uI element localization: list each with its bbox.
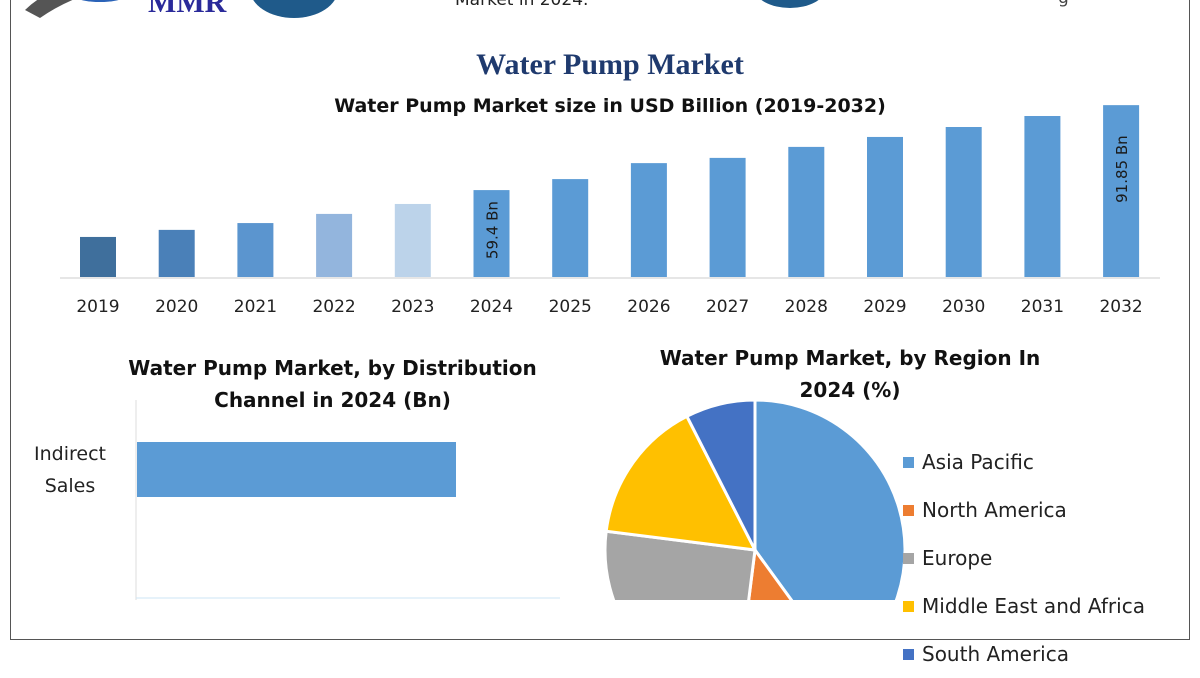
bar-2024 — [473, 190, 510, 277]
x-tick-label-2026: 2026 — [627, 297, 670, 317]
header-text: Market in 2024. — [455, 0, 589, 10]
bar-2028 — [788, 146, 825, 277]
x-tick-label-2023: 2023 — [391, 297, 434, 317]
x-tick-label-2028: 2028 — [785, 297, 828, 317]
x-tick-label-2027: 2027 — [706, 297, 749, 317]
x-tick-label-2032: 2032 — [1099, 297, 1142, 317]
x-tick-label-2022: 2022 — [312, 297, 355, 317]
bar-2021 — [237, 223, 274, 277]
charts-canvas: 2019 2020 2021 2022 2023 2024 59.4 Bn 2025 2026 2… — [60, 105, 1160, 600]
x-tick-label-2031: 2031 — [1021, 297, 1064, 317]
x-tick-label-2020: 2020 — [155, 297, 198, 317]
legend-item: Middle East and Africa — [903, 582, 1145, 630]
bar-2032 — [1103, 105, 1140, 277]
legend-label: Europe — [922, 546, 993, 570]
legend-label: Middle East and Africa — [922, 594, 1145, 618]
pie-slice-middle-east-and-africa — [604, 414, 758, 552]
legend-label: North America — [922, 498, 1067, 522]
x-tick-label-2025: 2025 — [549, 297, 592, 317]
bar-indirect-sales — [137, 442, 456, 497]
region-chart-title: Water Pump Market, by Region In 2024 (%) — [659, 346, 1041, 402]
logo-text: MMR — [148, 0, 227, 19]
x-tick-label-2019: 2019 — [76, 297, 119, 317]
legend-swatch — [903, 648, 914, 660]
region-legend: Asia Pacific North America Europe Middle Ea… — [903, 438, 1145, 678]
x-tick-label-2021: 2021 — [234, 297, 277, 317]
x-tick-label-2024: 2024 — [470, 297, 513, 317]
bar-2030 — [945, 127, 982, 277]
pie-slice-south-america — [684, 398, 757, 551]
legend-swatch — [903, 552, 914, 564]
bar-chart-title: Water Pump Market size in USD Billion (2… — [334, 95, 886, 117]
pie-slice-north-america — [747, 546, 794, 600]
main-title: Water Pump Market — [476, 48, 744, 81]
mmr-logo-swoosh-icon — [25, 0, 119, 18]
bar-2020 — [158, 229, 195, 277]
distribution-chart-title: Water Pump Market, by Distribution Chann… — [128, 356, 537, 412]
legend-item: Asia Pacific — [903, 438, 1145, 486]
bar-2019 — [80, 236, 116, 277]
legend-swatch — [903, 504, 914, 516]
legend-item: South America — [903, 630, 1145, 678]
legend-item: Europe — [903, 534, 1145, 582]
bar-2022 — [316, 213, 353, 277]
legend-swatch — [903, 456, 914, 468]
bar-2025 — [552, 179, 589, 277]
header-circle-icon — [250, 0, 338, 18]
distribution-category-label: Indirect Sales — [34, 443, 106, 497]
legend-label: Asia Pacific — [922, 450, 1034, 474]
x-tick-label-2030: 2030 — [942, 297, 985, 317]
pie-slice-europe — [603, 529, 757, 600]
bar-2027 — [709, 157, 746, 277]
data-label-2024: 59.4 Bn — [484, 201, 502, 259]
bar-2023 — [394, 203, 431, 277]
legend-item: North America — [903, 486, 1145, 534]
legend-swatch — [903, 600, 914, 612]
data-label-2032: 91.85 Bn — [1113, 135, 1131, 203]
bar-2031 — [1024, 116, 1061, 277]
bar-2029 — [867, 136, 903, 277]
legend-label: South America — [922, 642, 1069, 666]
header-text-right: g — [1058, 0, 1069, 8]
header-circle-icon-2 — [755, 0, 825, 8]
pie-slice-asia-pacific — [753, 398, 907, 600]
bar-2026 — [630, 163, 667, 277]
x-tick-label-2029: 2029 — [863, 297, 906, 317]
